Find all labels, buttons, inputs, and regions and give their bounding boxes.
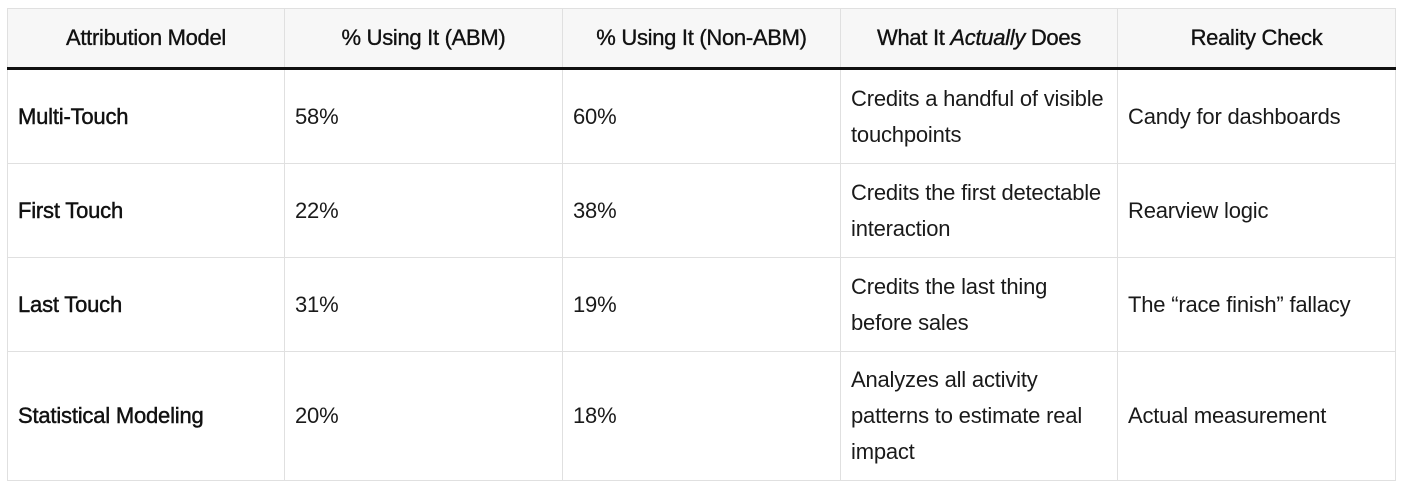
model-name: Last Touch — [7, 257, 285, 352]
non-abm-percent: 18% — [562, 351, 841, 481]
header-non-abm-usage: % Using It (Non-ABM) — [562, 8, 841, 70]
abm-percent: 31% — [284, 257, 563, 352]
table-row: First Touch 22% 38% Credits the first de… — [7, 163, 1396, 258]
reality-check: The “race finish” fallacy — [1117, 257, 1396, 352]
non-abm-percent: 60% — [562, 68, 841, 164]
model-name: Multi-Touch — [7, 68, 285, 164]
reality-check: Rearview logic — [1117, 163, 1396, 258]
reality-check: Actual measurement — [1117, 351, 1396, 481]
reality-check: Candy for dashboards — [1117, 68, 1396, 164]
header-abm-usage: % Using It (ABM) — [284, 8, 563, 70]
table-row: Statistical Modeling 20% 18% Analyzes al… — [7, 351, 1396, 481]
header-reality-check: Reality Check — [1117, 8, 1396, 70]
what-it-does: Analyzes all activity patterns to estima… — [840, 351, 1118, 481]
what-it-does: Credits the first detectable interaction — [840, 163, 1118, 258]
header-what-it-does-emphasis: Actually — [950, 25, 1026, 50]
abm-percent: 58% — [284, 68, 563, 164]
table-row: Multi-Touch 58% 60% Credits a handful of… — [7, 68, 1396, 164]
abm-percent: 22% — [284, 163, 563, 258]
table-row: Last Touch 31% 19% Credits the last thin… — [7, 257, 1396, 352]
model-name: Statistical Modeling — [7, 351, 285, 481]
header-what-it-does-prefix: What It — [876, 25, 951, 50]
attribution-models-table: Attribution Model % Using It (ABM) % Usi… — [7, 8, 1396, 481]
what-it-does: Credits a handful of visible touchpoints — [840, 68, 1118, 164]
non-abm-percent: 19% — [562, 257, 841, 352]
non-abm-percent: 38% — [562, 163, 841, 258]
abm-percent: 20% — [284, 351, 563, 481]
header-what-it-does-suffix: Does — [1025, 25, 1082, 50]
table-header-row: Attribution Model % Using It (ABM) % Usi… — [7, 8, 1396, 70]
header-attribution-model: Attribution Model — [7, 8, 285, 70]
header-what-it-does: What It Actually Does — [840, 8, 1118, 70]
model-name: First Touch — [7, 163, 285, 258]
what-it-does: Credits the last thing before sales — [840, 257, 1118, 352]
